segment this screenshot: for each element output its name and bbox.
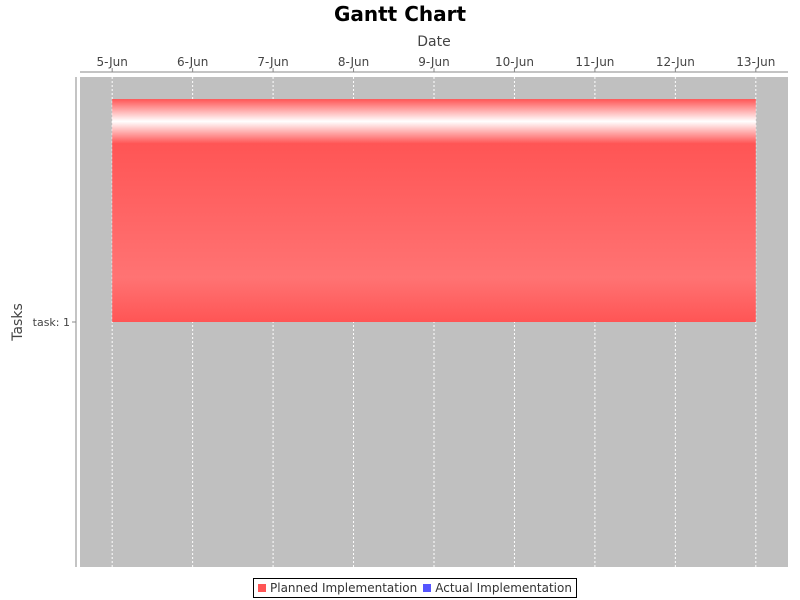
legend-item-actual: Actual Implementation [423, 581, 572, 595]
x-tick-label: 5-Jun [96, 55, 127, 69]
x-tick-label: 6-Jun [177, 55, 208, 69]
x-tick-label: 7-Jun [257, 55, 288, 69]
x-axis-label: Date [417, 34, 451, 50]
x-tick-label: 13-Jun [736, 55, 775, 69]
legend-label-actual: Actual Implementation [435, 581, 572, 595]
x-ticks: 5-Jun 6-Jun 7-Jun 8-Jun 9-Jun 10-Jun 11-Jun 12-… [96, 55, 775, 72]
y-tick-label: task: 1 [33, 316, 70, 329]
x-tick-label: 9-Jun [418, 55, 449, 69]
legend-swatch-planned [258, 584, 266, 592]
legend: Planned Implementation Actual Implementa… [253, 578, 577, 598]
legend-item-planned: Planned Implementation [258, 581, 417, 595]
legend-label-planned: Planned Implementation [270, 581, 418, 595]
legend-swatch-actual [423, 584, 432, 592]
y-ticks: task: 1 [33, 316, 76, 329]
x-tick-label: 12-Jun [656, 55, 695, 69]
chart-title: Gantt Chart [333, 2, 467, 26]
x-tick-label: 11-Jun [575, 55, 614, 69]
y-axis-label: Tasks [10, 303, 26, 341]
x-tick-label: 8-Jun [338, 55, 369, 69]
bars [112, 99, 756, 322]
gantt-bar-0 [112, 99, 756, 322]
x-tick-label: 10-Jun [495, 55, 534, 69]
